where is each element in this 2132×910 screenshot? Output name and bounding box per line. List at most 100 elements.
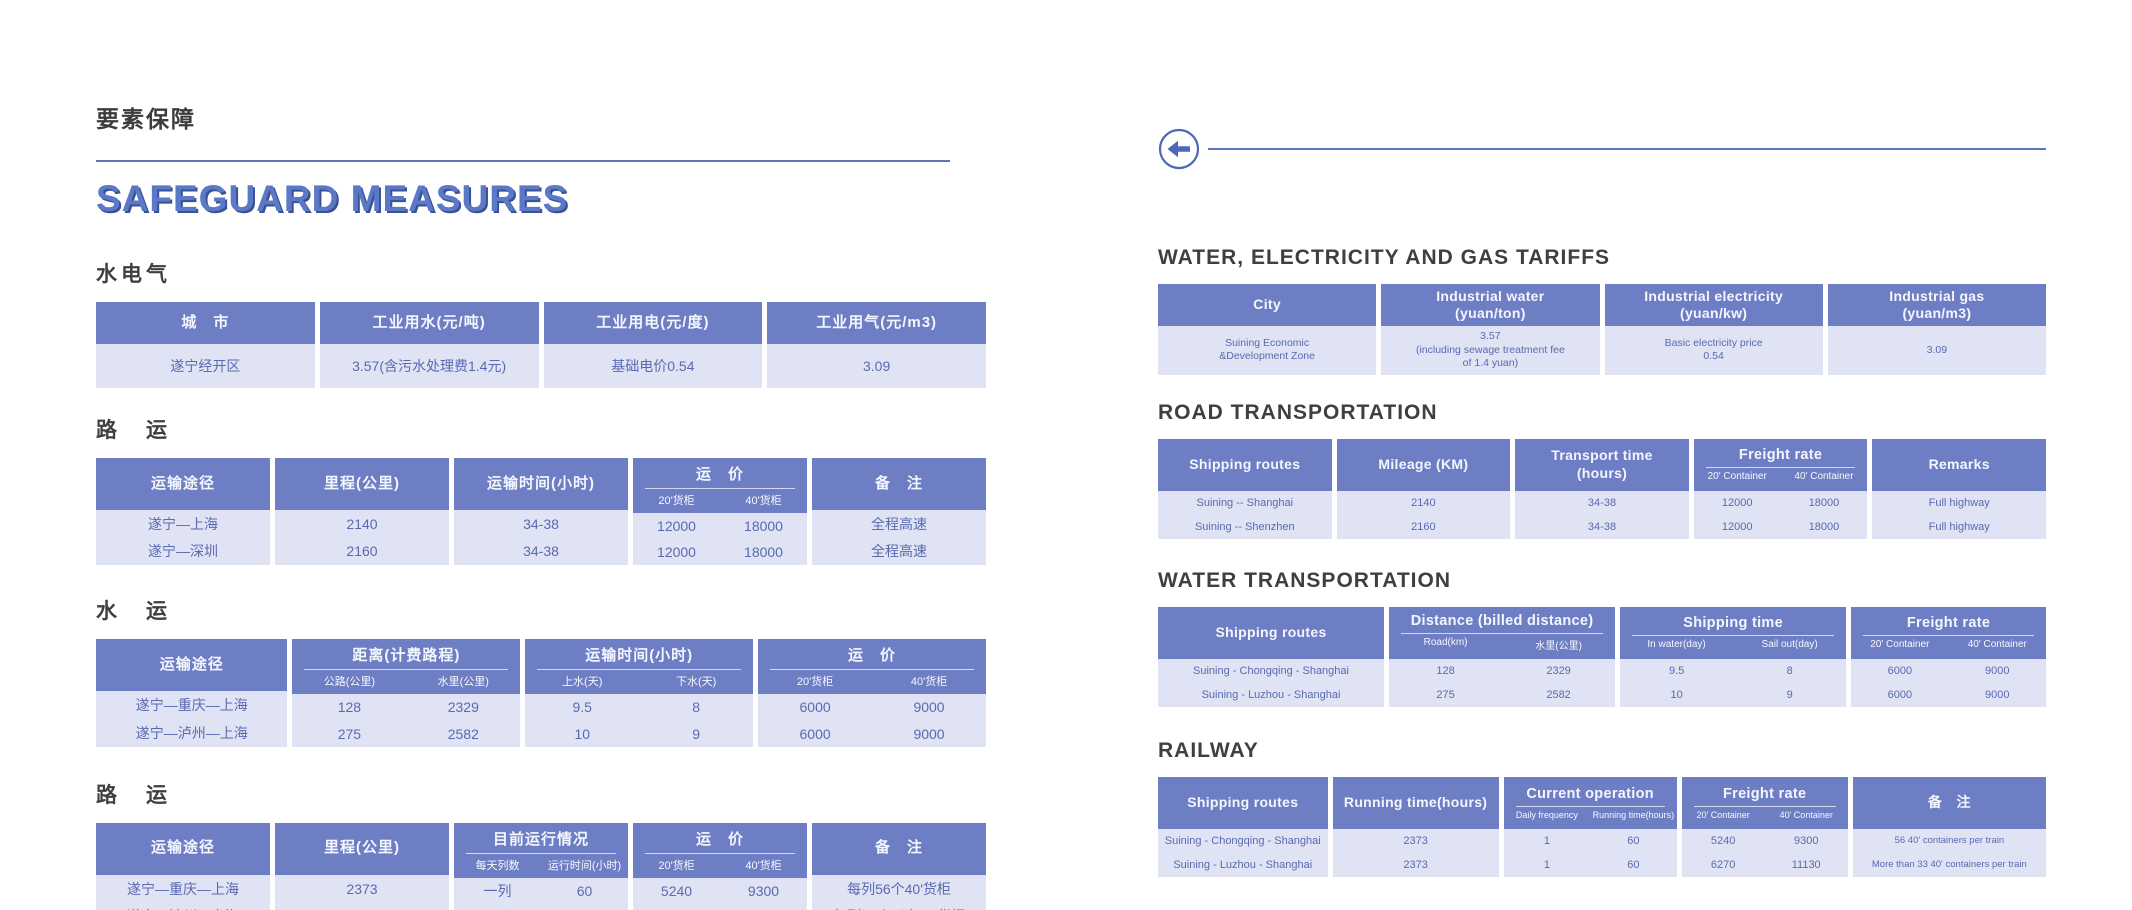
column-header: Freight rate 20' Container 40' Container (1693, 438, 1868, 491)
table-row: 5240 9300 (633, 877, 807, 904)
column-subheader-row: 20'货柜 40'货柜 (633, 489, 807, 513)
table-cell: 2373 (275, 874, 449, 903)
table-cell: 12000 (1693, 490, 1781, 515)
table-row: 遂宁—深圳 (96, 537, 270, 566)
column-group-label: 运输时间(小时) (537, 644, 742, 671)
section-road-en: ROAD TRANSPORTATION Shipping routes Suini… (1158, 401, 2046, 539)
column-header-label: 工业用气(元/m3) (816, 313, 938, 331)
page-title: SAFEGUARD MEASURES (96, 178, 569, 219)
column-header-label: Mileage (KM) (1378, 456, 1469, 473)
column-subheader-row: In water(day) Sail out(day) (1620, 636, 1846, 655)
column-header: Industrial water (yuan/ton) (1381, 284, 1600, 326)
column-header-label: 里程(公里) (324, 839, 400, 857)
column-subheader: 20' Container (1707, 471, 1767, 483)
table-cell: 遂宁—深圳 (96, 537, 270, 566)
table-cell: 遂宁—泸州—上海 (96, 902, 270, 910)
column-header: 运输途径 (96, 639, 288, 692)
table-row: 56 40' containers per train (1852, 828, 2046, 853)
table-row: More than 33 40' containers per train (1852, 852, 2046, 877)
left-arrow-icon (1158, 128, 1200, 170)
table-cell: 2329 (406, 694, 521, 721)
column-header: Mileage (KM) (1336, 438, 1511, 491)
column-header: Freight rate 20' Container 40' Container (1681, 776, 1848, 829)
column-header: Freight rate 20' Container 40' Container (1851, 606, 2046, 659)
column-body: 6000 9000 6000 9000 (1851, 658, 2046, 707)
column-header: 距离(计费路程) 公路(公里) 水里(公里) (292, 639, 521, 695)
section-water-en: WATER TRANSPORTATION Shipping routes Suin… (1158, 569, 2046, 707)
table-column: Remarks Full highway Full highway (1872, 438, 2046, 539)
section-rail-en: RAILWAY Shipping routes Suining - Chongqi… (1158, 739, 2046, 877)
table-row: Full highway (1872, 490, 2046, 515)
column-body: 3.09 (767, 344, 986, 388)
table-column: Industrial gas (yuan/m3) 3.09 (1827, 284, 2046, 375)
column-subheader-row: Daily frequency Running time(hours) (1504, 807, 1677, 825)
section-water-cn: 水 运 运输途径 遂宁—重庆—上海 遂宁—泸州—上海 距离(计费路程) 公路(公里) 水里… (96, 595, 986, 747)
table-column: Shipping routes Suining - Chongqing - Sha… (1158, 776, 1328, 877)
table-cell: 9.5 (1620, 658, 1734, 683)
table-column: 运输途径 遂宁—上海 遂宁—深圳 (96, 458, 270, 566)
column-header-label: Transport time (hours) (1551, 447, 1653, 481)
table-row: 全程高速 (812, 510, 986, 538)
table-cell: 12000 (633, 539, 720, 566)
table-cell: 2373 (1332, 828, 1499, 853)
table-row: 2373 (275, 874, 449, 903)
column-subheader: 40'货柜 (910, 676, 948, 689)
back-button[interactable] (1158, 128, 1200, 170)
section-utilities-cn: 水电气 城 市遂宁经开区 工业用水(元/吨) 3.57(含污水处理费1.4元) 工业用… (96, 258, 986, 388)
data-table: Shipping routes Suining - Chongqing - Sha… (1158, 776, 2046, 877)
column-header-label: Industrial water (yuan/ton) (1436, 287, 1545, 322)
column-subheader-row: 20'货柜 40'货柜 (633, 854, 807, 878)
table-cell: 18000 (1780, 514, 1868, 539)
column-header: 运 价 20'货柜 40'货柜 (758, 639, 986, 695)
table-cell: 11130 (720, 903, 807, 910)
column-subheader: 每天列数 (475, 859, 520, 872)
column-body: 基础电价0.54 (543, 344, 763, 388)
column-header: 备 注 (1852, 776, 2046, 829)
divider-line (1208, 148, 2046, 150)
table-row: 6000 9000 (758, 720, 986, 747)
column-header: Transport time (hours) (1515, 438, 1689, 491)
section-heading: 路 运 (96, 783, 171, 807)
table-column: Freight rate 20' Container 40' Container 52… (1681, 776, 1848, 877)
column-subheader: 水里(公里) (437, 676, 489, 689)
table-grid: 运输途径 遂宁—上海 遂宁—深圳 里程(公里) 2140 2160 运输时间(小时) 34-3… (96, 458, 986, 566)
table-row: 275 2582 (1389, 682, 1616, 707)
table-cell: 18000 (1780, 490, 1868, 515)
column-group-label: Freight rate (1705, 447, 1856, 469)
table-cell: 60 (541, 877, 628, 904)
section-heading: 水电气 (96, 263, 171, 286)
column-group-label: 运 价 (770, 644, 974, 671)
column-header: City (1158, 284, 1377, 326)
table-cell: 全程高速 (812, 510, 986, 538)
table-row: 遂宁经开区 (96, 344, 315, 388)
table-column: Shipping time In water(day) Sail out(day) 9… (1620, 606, 1847, 707)
column-header-label: 备 注 (874, 474, 923, 492)
table-row: Suining Economic &Development Zone (1158, 326, 1377, 375)
table-row: 9.5 8 (1620, 658, 1847, 683)
table-cell: 60 (1590, 828, 1677, 853)
table-column: Industrial water (yuan/ton) 3.57 (includi… (1381, 284, 1600, 375)
table-row: 128 2329 (1389, 658, 1616, 683)
table-row: 2373 (1332, 828, 1499, 853)
table-row: 34-38 (1515, 490, 1689, 515)
column-header: 运 价 20'货柜 40'货柜 (633, 458, 807, 513)
table-cell: 2140 (1336, 490, 1511, 515)
column-group-label: 距离(计费路程) (304, 644, 509, 671)
table-column: 运 价 20'货柜 40'货柜 6000 9000 6000 9000 (758, 639, 986, 747)
column-body: Basic electricity price 0.54 (1604, 326, 1823, 375)
table-cell: 18000 (720, 513, 807, 540)
column-subheader: Road(km) (1423, 637, 1468, 649)
column-header-label: 工业用水(元/吨) (372, 313, 486, 331)
table-cell: 34-38 (454, 510, 628, 538)
column-header: 里程(公里) (275, 458, 449, 510)
table-grid: 运输途径 遂宁—重庆—上海 遂宁—泸州—上海 距离(计费路程) 公路(公里) 水里(公里)… (96, 639, 986, 747)
table-row: 128 2329 (292, 694, 521, 721)
table-column: Running time(hours) 2373 2373 (1332, 776, 1499, 877)
back-row (1158, 128, 2046, 170)
table-row: 10 9 (525, 720, 754, 747)
column-group-label: Distance (billed distance) (1401, 613, 1604, 635)
